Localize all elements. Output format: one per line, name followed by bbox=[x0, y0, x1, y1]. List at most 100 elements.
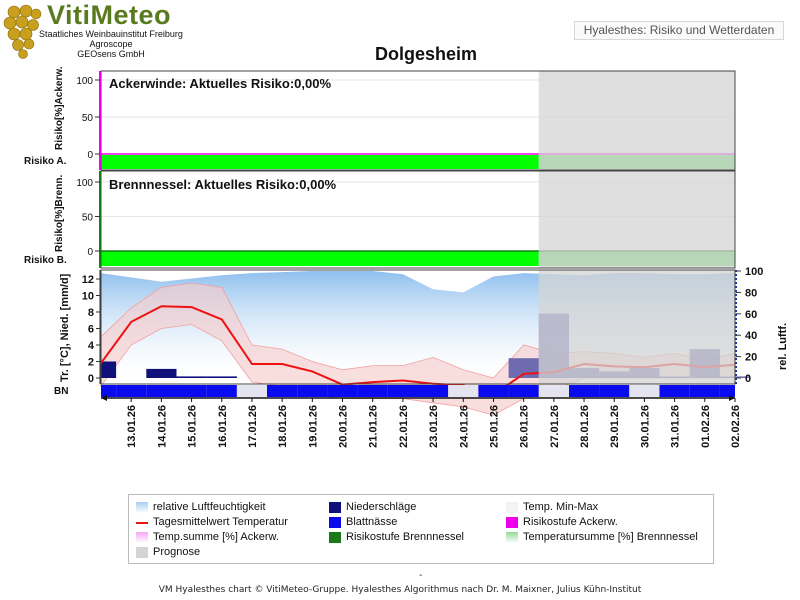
leaf-wetness-cell bbox=[206, 385, 237, 397]
ackerwinde-y-tick-label: 100 bbox=[76, 76, 93, 87]
leaf-wetness-cell bbox=[448, 385, 479, 397]
leaf-wetness-cell bbox=[569, 385, 600, 397]
legend-label: Temp. Min-Max bbox=[523, 501, 599, 513]
x-tick-label: 15.01.26 bbox=[187, 405, 199, 448]
legend-label: Risikostufe Ackerw. bbox=[523, 516, 618, 528]
legend-swatch bbox=[506, 532, 518, 543]
x-tick-label: 23.01.26 bbox=[428, 405, 440, 448]
leaf-wetness-cell bbox=[327, 385, 358, 397]
weather-y-tick-label: 12 bbox=[82, 274, 94, 286]
leaf-wetness-cell bbox=[538, 385, 569, 397]
legend-swatch bbox=[506, 517, 518, 528]
legend-label: Risikostufe Brennnessel bbox=[346, 531, 465, 543]
chart-type-badge: Hyalesthes: Risiko und Wetterdaten bbox=[574, 21, 784, 40]
legend-swatch bbox=[136, 547, 148, 558]
x-tick-label: 22.01.26 bbox=[398, 405, 410, 448]
weather-y-tick-label: 2 bbox=[88, 357, 94, 369]
logo-line-3: GEOsens GmbH bbox=[77, 49, 145, 59]
hyalesthes-chart: 0 50 100 0 50 100 0 2 4 6 8 10 12 0 20 40 60 80 100 13.01.… bbox=[24, 66, 789, 448]
precip-bar bbox=[176, 376, 207, 378]
leaf-wetness-cell bbox=[357, 385, 388, 397]
ackerwinde-y-axis-label: Risiko[%]Ackerw. bbox=[54, 66, 65, 150]
weather-y-axis-label: Tr. [°C], Nied. [mm/d] bbox=[59, 273, 71, 382]
leaf-wetness-cell bbox=[267, 385, 298, 397]
humidity-y-tick-label: 100 bbox=[745, 266, 763, 278]
x-axis-left-arrow bbox=[101, 395, 107, 401]
legend-swatch bbox=[329, 532, 341, 543]
weather-y-tick-label: 8 bbox=[88, 307, 94, 319]
leaf-wetness-cell bbox=[659, 385, 690, 397]
logo-line-1: Staatliches Weinbauinstitut Freiburg bbox=[39, 29, 183, 39]
leaf-wetness-cell bbox=[478, 385, 509, 397]
x-tick-label: 26.01.26 bbox=[519, 405, 531, 448]
ackerwinde-y-tick-label: 0 bbox=[87, 150, 93, 161]
precip-bar bbox=[146, 368, 177, 378]
x-axis-labels: 13.01.26 14.01.26 15.01.26 16.01.26 17.01.26… bbox=[126, 398, 742, 448]
logo-line-2: Agroscope bbox=[89, 39, 133, 49]
brennnessel-y-tick-label: 100 bbox=[76, 178, 93, 189]
footer-credits: VM Hyalesthes chart © VitiMeteo-Gruppe. … bbox=[158, 585, 642, 595]
leaf-wetness-cell bbox=[599, 385, 630, 397]
leaf-wetness-cell bbox=[146, 385, 177, 397]
x-tick-label: 31.01.26 bbox=[670, 405, 682, 448]
x-tick-label: 18.01.26 bbox=[277, 405, 289, 448]
humidity-y-tick-label: 60 bbox=[745, 309, 757, 321]
forecast-overlay bbox=[538, 171, 735, 268]
leaf-wetness-cell bbox=[629, 385, 660, 397]
weather-y-tick-label: 6 bbox=[88, 324, 94, 336]
ackerwinde-panel-title: Ackerwinde: Aktuelles Risiko:0,00% bbox=[109, 76, 331, 91]
x-tick-label: 19.01.26 bbox=[307, 405, 319, 448]
humidity-y-tick-label: 40 bbox=[745, 330, 757, 342]
x-tick-label: 21.01.26 bbox=[368, 405, 380, 448]
precip-bar bbox=[206, 376, 237, 378]
legend-label: Tagesmittelwert Temperatur bbox=[153, 516, 288, 528]
legend-label: Niederschläge bbox=[346, 501, 417, 513]
x-tick-label: 16.01.26 bbox=[217, 405, 229, 448]
legend-label: Temp.summe [%] Ackerw. bbox=[153, 531, 279, 543]
weather-y-tick-label: 0 bbox=[88, 373, 94, 385]
legend-label: relative Luftfeuchtigkeit bbox=[153, 501, 266, 513]
x-tick-label: 30.01.26 bbox=[639, 405, 651, 448]
leaf-wetness-cell bbox=[116, 385, 147, 397]
humidity-y-tick-label: 80 bbox=[745, 287, 757, 299]
x-tick-label: 27.01.26 bbox=[549, 405, 561, 448]
forecast-overlay bbox=[538, 71, 735, 170]
brennnessel-y-tick-label: 50 bbox=[82, 213, 94, 224]
logo-title: VitiMeteo bbox=[47, 0, 172, 30]
legend-swatch bbox=[506, 502, 518, 513]
brennnessel-panel-title: Brennnessel: Aktuelles Risiko:0,00% bbox=[109, 177, 337, 192]
leaf-wetness-cell bbox=[176, 385, 207, 397]
brennnessel-y-axis-label: Risiko[%]Brenn. bbox=[54, 175, 65, 252]
forecast-overlay bbox=[538, 270, 735, 384]
leaf-wetness-cell bbox=[689, 385, 720, 397]
legend-swatch bbox=[136, 522, 148, 524]
leaf-wetness-cell bbox=[387, 385, 418, 397]
weather-y-tick-label: 4 bbox=[88, 340, 95, 352]
leaf-wetness-row-label: BN bbox=[54, 386, 68, 397]
x-tick-label: 24.01.26 bbox=[458, 405, 470, 448]
x-tick-label: 02.02.26 bbox=[730, 405, 742, 448]
legend-label: Temperatursumme [%] Brennnessel bbox=[523, 531, 698, 543]
legend-label: Blattnässe bbox=[346, 516, 398, 528]
ackerwinde-risk-band-current bbox=[101, 155, 539, 169]
page-title: Dolgesheim bbox=[374, 44, 478, 64]
x-tick-label: 01.02.26 bbox=[700, 405, 712, 448]
legend-swatch bbox=[329, 517, 341, 528]
chart-legend: relative Luftfeuchtigkeit Niederschläge Te… bbox=[128, 494, 714, 564]
legend-label: Prognose bbox=[153, 546, 201, 558]
risk-a-row-label: Risiko A. bbox=[24, 156, 67, 167]
leaf-wetness-cell bbox=[101, 385, 117, 397]
leaf-wetness-cell bbox=[418, 385, 449, 397]
footer-dash: - bbox=[419, 570, 423, 581]
weather-y-tick-label: 10 bbox=[82, 291, 94, 303]
grape-logo-icon bbox=[3, 4, 42, 59]
axes: 0 50 100 0 50 100 0 2 4 6 8 10 12 0 20 40 60 80 100 bbox=[76, 71, 763, 401]
humidity-y-tick-label: 0 bbox=[745, 373, 751, 385]
brennnessel-risk-band-current bbox=[101, 251, 539, 266]
ackerwinde-y-tick-label: 50 bbox=[82, 113, 94, 124]
leaf-wetness-cell bbox=[297, 385, 328, 397]
legend-swatch bbox=[329, 502, 341, 513]
humidity-y-tick-label: 20 bbox=[745, 352, 757, 364]
humidity-y-axis-label: rel. Luftf. bbox=[777, 323, 789, 370]
risk-b-row-label: Risiko B. bbox=[24, 255, 67, 266]
